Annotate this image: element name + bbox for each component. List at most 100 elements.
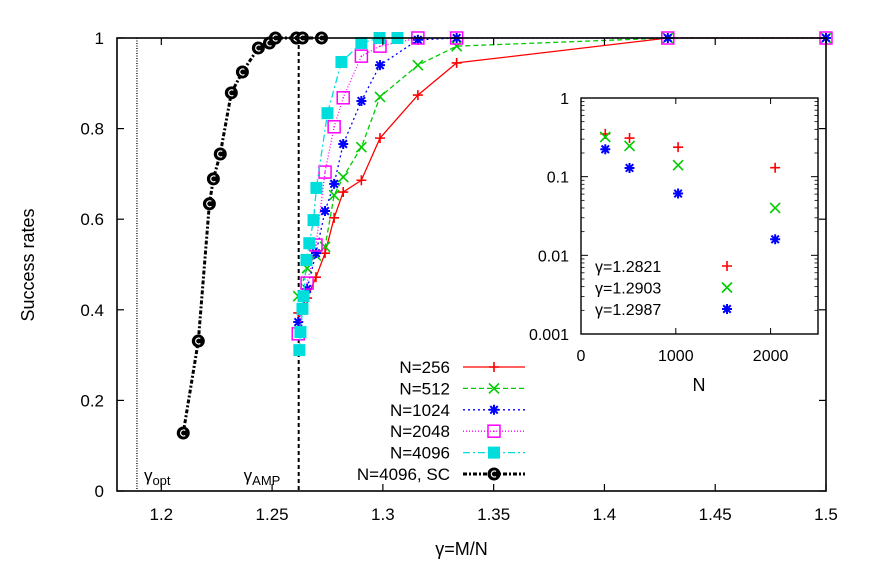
data-point xyxy=(235,65,249,79)
y-tick-label: 0 xyxy=(95,482,104,501)
inset-series-1-2903 xyxy=(599,131,781,214)
legend-marker xyxy=(487,424,501,438)
data-point xyxy=(770,162,781,173)
x-tick-label: 1.35 xyxy=(477,505,510,524)
data-point xyxy=(296,302,309,315)
data-point xyxy=(374,60,385,71)
data-point xyxy=(672,159,684,171)
inset-x-axis-title: N xyxy=(693,375,706,395)
data-point xyxy=(451,57,462,68)
data-point xyxy=(412,59,424,71)
inset-legend-marker xyxy=(722,261,732,271)
data-point xyxy=(329,178,340,189)
legend-marker xyxy=(489,362,499,372)
x-tick-label: 1.2 xyxy=(149,505,173,524)
inset-x-tick-label: 2000 xyxy=(753,348,789,365)
inset-background xyxy=(581,98,818,334)
legend-marker xyxy=(489,404,499,415)
main-plot-frame xyxy=(116,37,827,492)
legend-label: N=512 xyxy=(399,379,450,398)
x-tick-label: 1.25 xyxy=(256,505,289,524)
data-point xyxy=(202,197,216,211)
inset-legend-entry: γ=1.2903 xyxy=(595,281,733,298)
legend-entry-n-4096-sc: N=4096, SC xyxy=(357,465,525,484)
data-point xyxy=(451,40,463,52)
legend-entry-n-4096: N=4096 xyxy=(390,444,525,463)
data-point xyxy=(673,142,684,153)
inset-legend: γ=1.2821 γ=1.2903 γ=1.2987 xyxy=(595,259,733,319)
data-point xyxy=(673,188,684,199)
main-axis-ticks: 1.2 1.25 1.3 1.35 1.4 1.45 1.5 0 0.2 0.4 0.6 0.8 1 xyxy=(80,29,837,524)
data-point xyxy=(318,165,332,179)
data-point xyxy=(224,86,238,100)
data-point xyxy=(300,276,314,290)
data-point xyxy=(251,41,265,55)
gamma-amp-label: γAMP xyxy=(244,466,281,488)
data-point xyxy=(600,144,611,155)
data-point xyxy=(770,234,781,245)
data-point xyxy=(335,56,348,69)
x-tick-label: 1.45 xyxy=(699,505,732,524)
data-point xyxy=(412,90,423,101)
series-n-256 xyxy=(293,33,831,318)
inset-legend-label: γ=1.2987 xyxy=(595,302,661,319)
legend-label: N=4096 xyxy=(390,444,450,463)
main-plot: γopt γAMP 1.2 1.25 1.3 1.35 1.4 1.45 1.5 0 0.2 0.4… xyxy=(18,29,838,559)
data-point xyxy=(191,334,205,348)
data-point xyxy=(327,120,341,134)
inset-x-tick-label: 1000 xyxy=(658,348,694,365)
legend-entry-n-256: N=256 xyxy=(399,358,525,377)
x-tick-label: 1.4 xyxy=(593,505,617,524)
series-line-n-4096-sc xyxy=(181,36,322,434)
series-line-n-4096 xyxy=(298,37,398,351)
data-point xyxy=(329,212,340,223)
x-tick-label: 1.3 xyxy=(371,505,395,524)
legend-entry-n-1024: N=1024 xyxy=(390,401,525,420)
inset-legend-label: γ=1.2903 xyxy=(595,281,661,298)
legend-label: N=4096, SC xyxy=(357,465,450,484)
inset-x-tick-label: 0 xyxy=(577,348,586,365)
legend-marker xyxy=(488,382,500,394)
data-point xyxy=(624,133,635,144)
data-point xyxy=(310,181,323,194)
x-axis-title: γ=M/N xyxy=(435,539,488,559)
data-point xyxy=(321,107,334,120)
y-tick-label: 0.8 xyxy=(80,120,104,139)
inset-y-tick-label: 0.001 xyxy=(529,327,569,344)
inset-legend-marker xyxy=(721,281,733,294)
inset-plot: 0 1000 2000 0.001 0.01 0.1 1 N γ=1.2821 γ=1.290… xyxy=(529,91,819,395)
legend-label: N=1024 xyxy=(390,401,450,420)
inset-legend-entry: γ=1.2987 xyxy=(595,302,732,319)
data-point xyxy=(320,248,331,259)
data-point xyxy=(356,95,367,106)
inset-series-layer xyxy=(599,128,781,245)
inset-y-tick-label: 0.01 xyxy=(538,248,569,265)
data-point xyxy=(294,325,307,338)
inset-y-tick-label: 0.1 xyxy=(547,170,569,187)
data-point xyxy=(307,214,320,227)
data-point xyxy=(374,91,386,103)
gamma-opt-label: γopt xyxy=(144,466,171,488)
data-point xyxy=(293,344,306,357)
data-point xyxy=(336,91,350,105)
data-point xyxy=(176,426,190,440)
data-point xyxy=(354,49,369,63)
inset-series-1-2987 xyxy=(600,144,781,245)
series-line-n-256 xyxy=(297,37,826,314)
data-point xyxy=(213,147,227,161)
data-point xyxy=(338,187,349,198)
data-point xyxy=(624,162,635,173)
data-point xyxy=(623,140,636,152)
data-point xyxy=(293,317,304,328)
data-point xyxy=(374,133,385,144)
data-point xyxy=(303,237,316,250)
legend-label: N=256 xyxy=(399,358,450,377)
y-tick-label: 1 xyxy=(95,29,104,48)
series-n-4096 xyxy=(293,32,404,357)
data-point xyxy=(297,290,310,303)
inset-plot-frame xyxy=(580,97,819,335)
data-point xyxy=(337,171,349,183)
legend-label: N=2048 xyxy=(390,422,450,441)
data-point xyxy=(355,141,367,153)
